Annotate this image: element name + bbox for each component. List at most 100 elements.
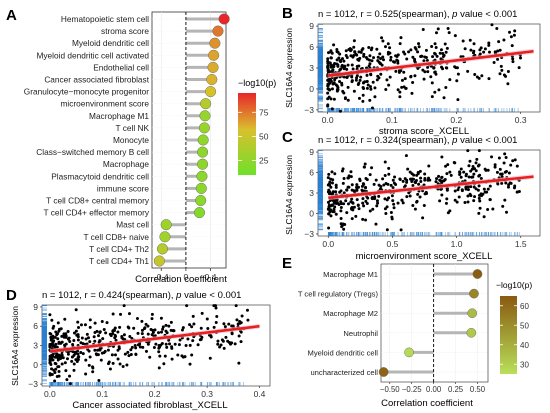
panel-c-point bbox=[386, 182, 390, 186]
panel-d-point bbox=[180, 354, 184, 358]
panel-c-point bbox=[475, 157, 479, 161]
panel-c-point bbox=[503, 198, 507, 202]
panel-d-point bbox=[63, 361, 67, 365]
panel-b-point bbox=[477, 76, 481, 80]
panel-c-ytick-label: 3 bbox=[309, 188, 314, 198]
panel-d-point bbox=[222, 322, 226, 326]
panel-e-legend: −log10(p) 60 50 40 30 bbox=[496, 280, 532, 374]
panel-c-point bbox=[382, 183, 386, 187]
panel-d-ylabel: SLC16A4 expression bbox=[10, 306, 20, 386]
panel-c-point bbox=[351, 201, 355, 205]
panel-c-point bbox=[333, 172, 337, 176]
panel-b-point bbox=[375, 47, 379, 51]
panel-c-point bbox=[342, 202, 346, 206]
panel-b-title-a: n = 1012, r = 0.525(spearman), bbox=[318, 9, 452, 20]
panel-d-point bbox=[146, 342, 150, 346]
panel-a-point bbox=[197, 146, 209, 158]
panel-d-point bbox=[173, 342, 177, 346]
panel-c-point bbox=[483, 190, 487, 194]
panel-d-point bbox=[57, 370, 61, 374]
panel-c-point bbox=[374, 222, 378, 226]
panel-d-point bbox=[72, 368, 76, 372]
panel-b-point bbox=[496, 57, 500, 61]
panel-d-point bbox=[142, 327, 146, 331]
panel-c-point bbox=[400, 198, 404, 202]
panel-d-point bbox=[153, 328, 157, 332]
panel-d-point bbox=[111, 361, 115, 365]
panel-e-point bbox=[467, 308, 478, 319]
panel-c-point bbox=[398, 178, 402, 182]
panel-b-point bbox=[336, 88, 340, 92]
panel-a-point bbox=[206, 73, 218, 85]
panel-d-point bbox=[59, 327, 63, 331]
panel-c-point bbox=[453, 189, 457, 193]
panel-d-point bbox=[116, 357, 120, 361]
panel-b-point bbox=[342, 59, 346, 63]
panel-b-point bbox=[357, 64, 361, 68]
panel-d-point bbox=[55, 345, 59, 349]
panel-c-point bbox=[486, 207, 490, 211]
panel-b-point bbox=[430, 44, 434, 48]
panel-a-category-label: Granulocyte−monocyte progenitor bbox=[24, 87, 149, 97]
panel-d-title-a: n = 1012, r = 0.424(spearman), bbox=[42, 290, 176, 301]
panel-d-point bbox=[76, 356, 80, 360]
panel-d-point bbox=[110, 353, 114, 357]
panel-b-point bbox=[326, 68, 330, 72]
panel-b-point bbox=[346, 98, 350, 102]
panel-c-point bbox=[482, 215, 486, 219]
panel-e-xtick-label: 0.25 bbox=[448, 385, 464, 394]
panel-d-point bbox=[218, 345, 222, 349]
panel-c-point bbox=[457, 195, 461, 199]
panel-b-point bbox=[329, 56, 333, 60]
panel-c-point bbox=[330, 170, 334, 174]
panel-b-point bbox=[346, 85, 350, 89]
panel-c-point bbox=[438, 199, 442, 203]
panel-b-fit-line bbox=[327, 49, 534, 77]
panel-d-point bbox=[87, 349, 91, 353]
panel-c-point bbox=[354, 214, 358, 218]
panel-c-point bbox=[364, 218, 368, 222]
panel-a-legend: −log10(p) 75 50 25 bbox=[238, 78, 276, 175]
panel-d-point bbox=[212, 325, 216, 329]
panel-d-point bbox=[108, 367, 112, 371]
panel-b-point bbox=[495, 27, 499, 31]
panel-d-point bbox=[190, 325, 194, 329]
panel-b-point bbox=[361, 81, 365, 85]
panel-b-point bbox=[512, 33, 516, 37]
panel-b-point bbox=[330, 87, 334, 91]
panel-e-category-label: Macrophage M2 bbox=[323, 309, 378, 318]
panel-c-point bbox=[464, 174, 468, 178]
panel-e-point bbox=[466, 327, 477, 338]
panel-b-plot: 9 6 3 0 −3 0.0 0.1 0.2 0.3 bbox=[304, 21, 541, 125]
panel-c-point bbox=[412, 177, 416, 181]
panel-b-point bbox=[342, 75, 346, 79]
panel-d-point bbox=[60, 352, 64, 356]
panel-d-point bbox=[163, 354, 167, 358]
panel-d-point bbox=[101, 337, 105, 341]
panel-b-point bbox=[511, 60, 515, 64]
panel-c-point bbox=[503, 152, 507, 156]
panel-d-point bbox=[233, 342, 237, 346]
panel-c-point bbox=[459, 175, 463, 179]
panel-b-point bbox=[500, 68, 504, 72]
panel-b-point bbox=[338, 59, 342, 63]
panel-d-point bbox=[48, 313, 52, 317]
panel-d-point bbox=[122, 304, 126, 308]
panel-b-point bbox=[506, 82, 510, 86]
panel-d-point bbox=[235, 318, 239, 322]
panel-b-point bbox=[376, 55, 380, 59]
panel-d-point bbox=[57, 329, 61, 333]
panel-c-point bbox=[477, 196, 481, 200]
panel-d-point bbox=[99, 358, 103, 362]
panel-a-xtick-label: 0.4 bbox=[205, 272, 217, 282]
panel-b-point bbox=[383, 45, 387, 49]
panel-c-point bbox=[384, 211, 388, 215]
panel-d-point bbox=[146, 332, 150, 336]
panel-b-point bbox=[432, 66, 436, 70]
panel-d-point bbox=[239, 340, 243, 344]
panel-c-point bbox=[493, 163, 497, 167]
panel-b-point bbox=[433, 51, 437, 55]
panel-b-point bbox=[433, 70, 437, 74]
panel-d-point bbox=[96, 353, 100, 357]
panel-c-point bbox=[326, 200, 330, 204]
